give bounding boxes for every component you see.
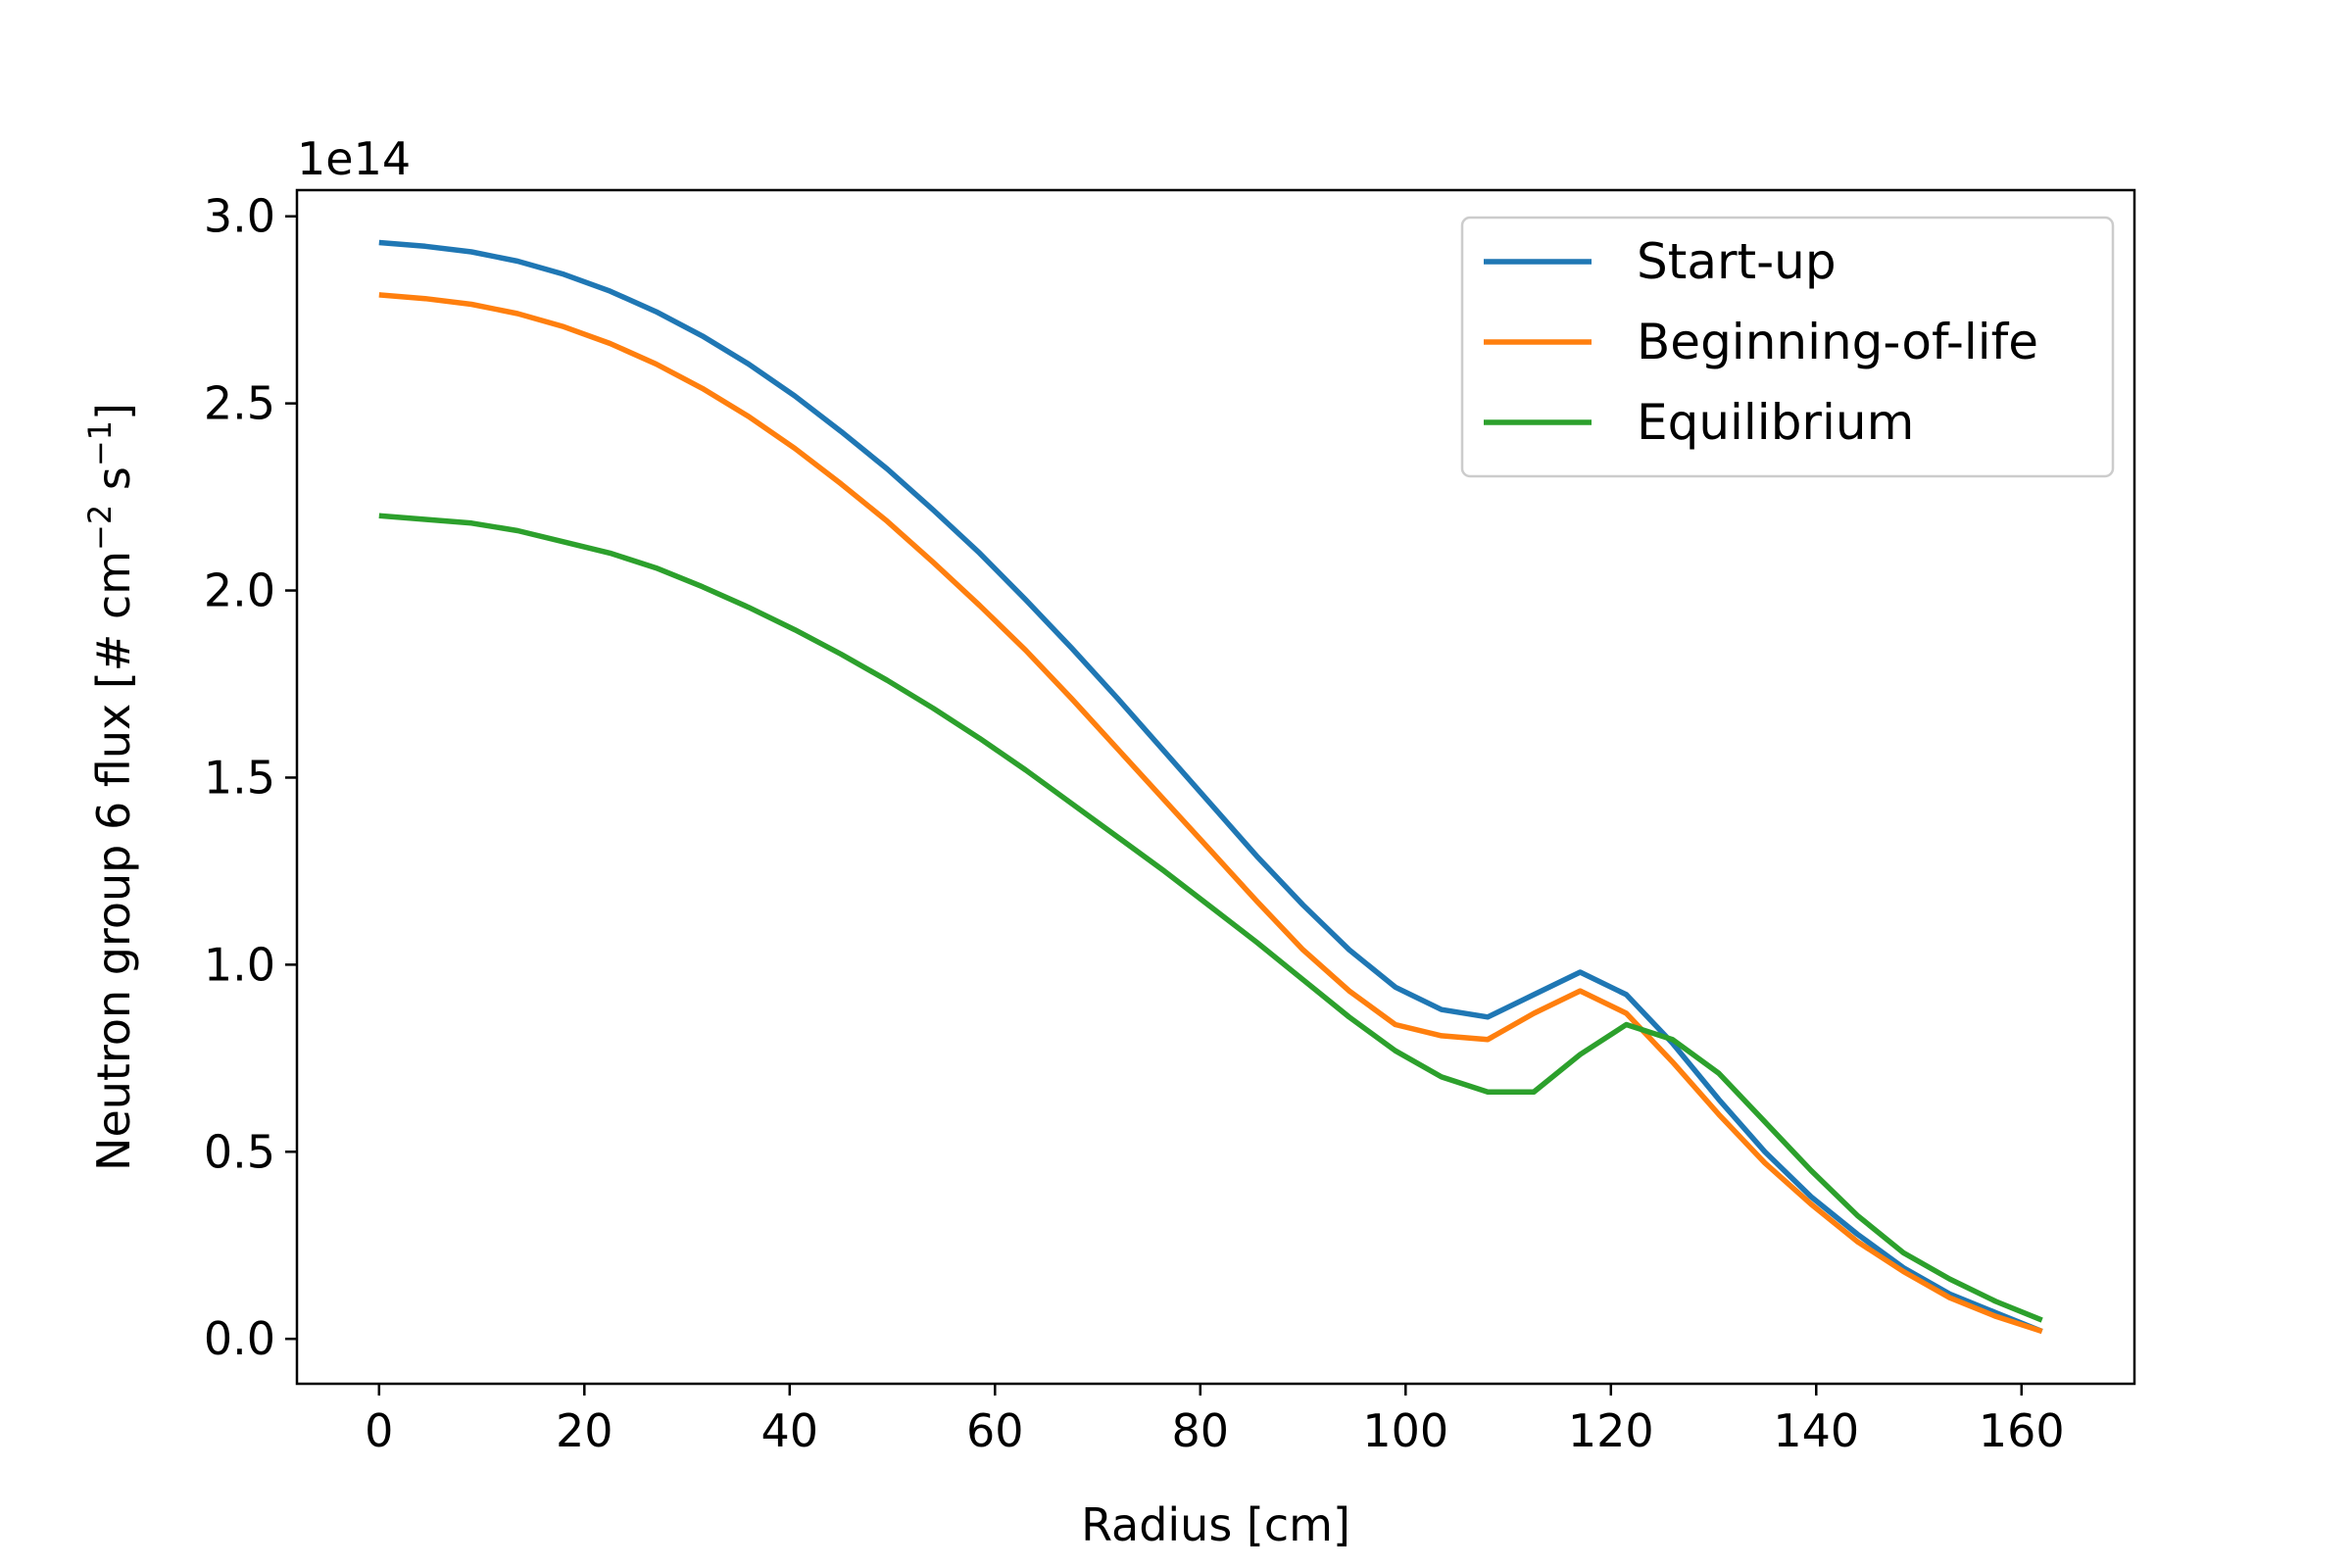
y-axis-label-end: ] — [87, 403, 140, 420]
legend-label-3: Equilibrium — [1637, 394, 1914, 451]
legend-label-1: Start-up — [1637, 233, 1837, 290]
legend-box — [1460, 216, 2115, 478]
y-tick-label: 3.0 — [204, 190, 275, 243]
series-line-3 — [378, 513, 2043, 1323]
x-axis-label: Radius [cm] — [1081, 1498, 1350, 1551]
x-tick-label: 160 — [1979, 1404, 2065, 1457]
y-tick-label: 1.0 — [204, 938, 275, 991]
x-tick-label: 20 — [556, 1404, 613, 1457]
y-tick-label: 1.5 — [204, 751, 275, 804]
y-axis-label-exponent-2: −1 — [81, 420, 119, 466]
y-axis-label-main: Neutron group 6 flux [# cm — [87, 551, 140, 1171]
x-tick-label: 60 — [966, 1404, 1024, 1457]
x-tick-label: 40 — [761, 1404, 819, 1457]
y-axis-label: Neutron group 6 flux [# cm−2 s−1] — [81, 403, 140, 1171]
plot-area — [378, 239, 2043, 1335]
legend-label-2: Beginning-of-life — [1637, 314, 2038, 370]
y-axis-label-exponent-1: −2 — [81, 505, 119, 551]
series-line-1 — [378, 239, 2043, 1335]
legend: Start-up Beginning-of-life Equilibrium — [1460, 216, 2115, 478]
x-axis-ticks: 0 20 40 60 80 100 120 140 160 — [365, 1384, 2065, 1457]
y-tick-label: 2.0 — [204, 564, 275, 617]
y-axis-label-middle: s — [87, 466, 140, 505]
x-tick-label: 80 — [1172, 1404, 1230, 1457]
series-line-2 — [378, 292, 2043, 1335]
axes-frame — [295, 188, 2136, 1386]
y-tick-label: 0.0 — [204, 1312, 275, 1365]
y-axis-ticks: 0.0 0.5 1.0 1.5 2.0 2.5 3.0 — [204, 190, 297, 1365]
y-tick-label: 2.5 — [204, 377, 275, 430]
x-tick-label: 0 — [365, 1404, 393, 1457]
x-tick-label: 100 — [1362, 1404, 1448, 1457]
x-tick-label: 140 — [1773, 1404, 1859, 1457]
y-axis-offset-label: 1e14 — [297, 132, 411, 185]
y-tick-label: 0.5 — [204, 1125, 275, 1178]
x-tick-label: 120 — [1568, 1404, 1654, 1457]
